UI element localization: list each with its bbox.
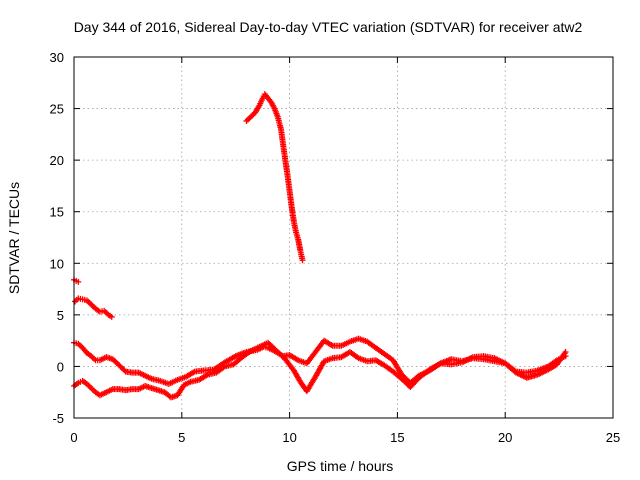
grid-lines	[74, 57, 613, 418]
data-point-fill	[102, 309, 109, 316]
x-tick-label: 20	[498, 430, 512, 445]
x-tick-label: 10	[282, 430, 296, 445]
axes: 0 5 10 15 20 25 -5 0 5 10 15 20 25 30	[50, 50, 621, 445]
y-tick-label: 10	[50, 256, 64, 271]
y-tick-label: 25	[50, 102, 64, 117]
data-point	[562, 348, 569, 355]
data-point-fill	[244, 116, 251, 123]
plot-border	[73, 56, 614, 419]
x-tick-label: 25	[606, 430, 620, 445]
y-tick-label: 30	[50, 50, 64, 65]
data-point	[88, 385, 95, 392]
y-tick-label: 20	[50, 153, 64, 168]
data-point	[247, 113, 254, 120]
data-point-fill	[86, 300, 93, 307]
data-point-fill	[246, 115, 253, 122]
y-tick-label: -5	[52, 411, 64, 426]
data-point-fill	[249, 112, 256, 119]
data-point-fill	[91, 355, 98, 362]
data-point	[108, 313, 115, 320]
y-axis-label: SDTVAR / TECUs	[6, 182, 22, 294]
y-tick-label: 15	[50, 205, 64, 220]
chart-title: Day 344 of 2016, Sidereal Day-to-day VTE…	[74, 19, 583, 35]
data-points	[71, 91, 569, 401]
x-tick-label: 0	[70, 430, 77, 445]
data-point-fill	[89, 302, 96, 309]
x-tick-label: 5	[178, 430, 185, 445]
data-point	[243, 117, 250, 124]
data-point	[88, 301, 95, 308]
data-point	[299, 257, 306, 264]
x-tick-label: 15	[390, 430, 404, 445]
x-axis-label: GPS time / hours	[287, 458, 394, 474]
y-tick-label: 5	[57, 308, 64, 323]
y-tick-label: 0	[57, 359, 64, 374]
data-point-fill	[89, 386, 96, 393]
data-point-fill	[86, 383, 93, 390]
data-point	[75, 278, 82, 285]
